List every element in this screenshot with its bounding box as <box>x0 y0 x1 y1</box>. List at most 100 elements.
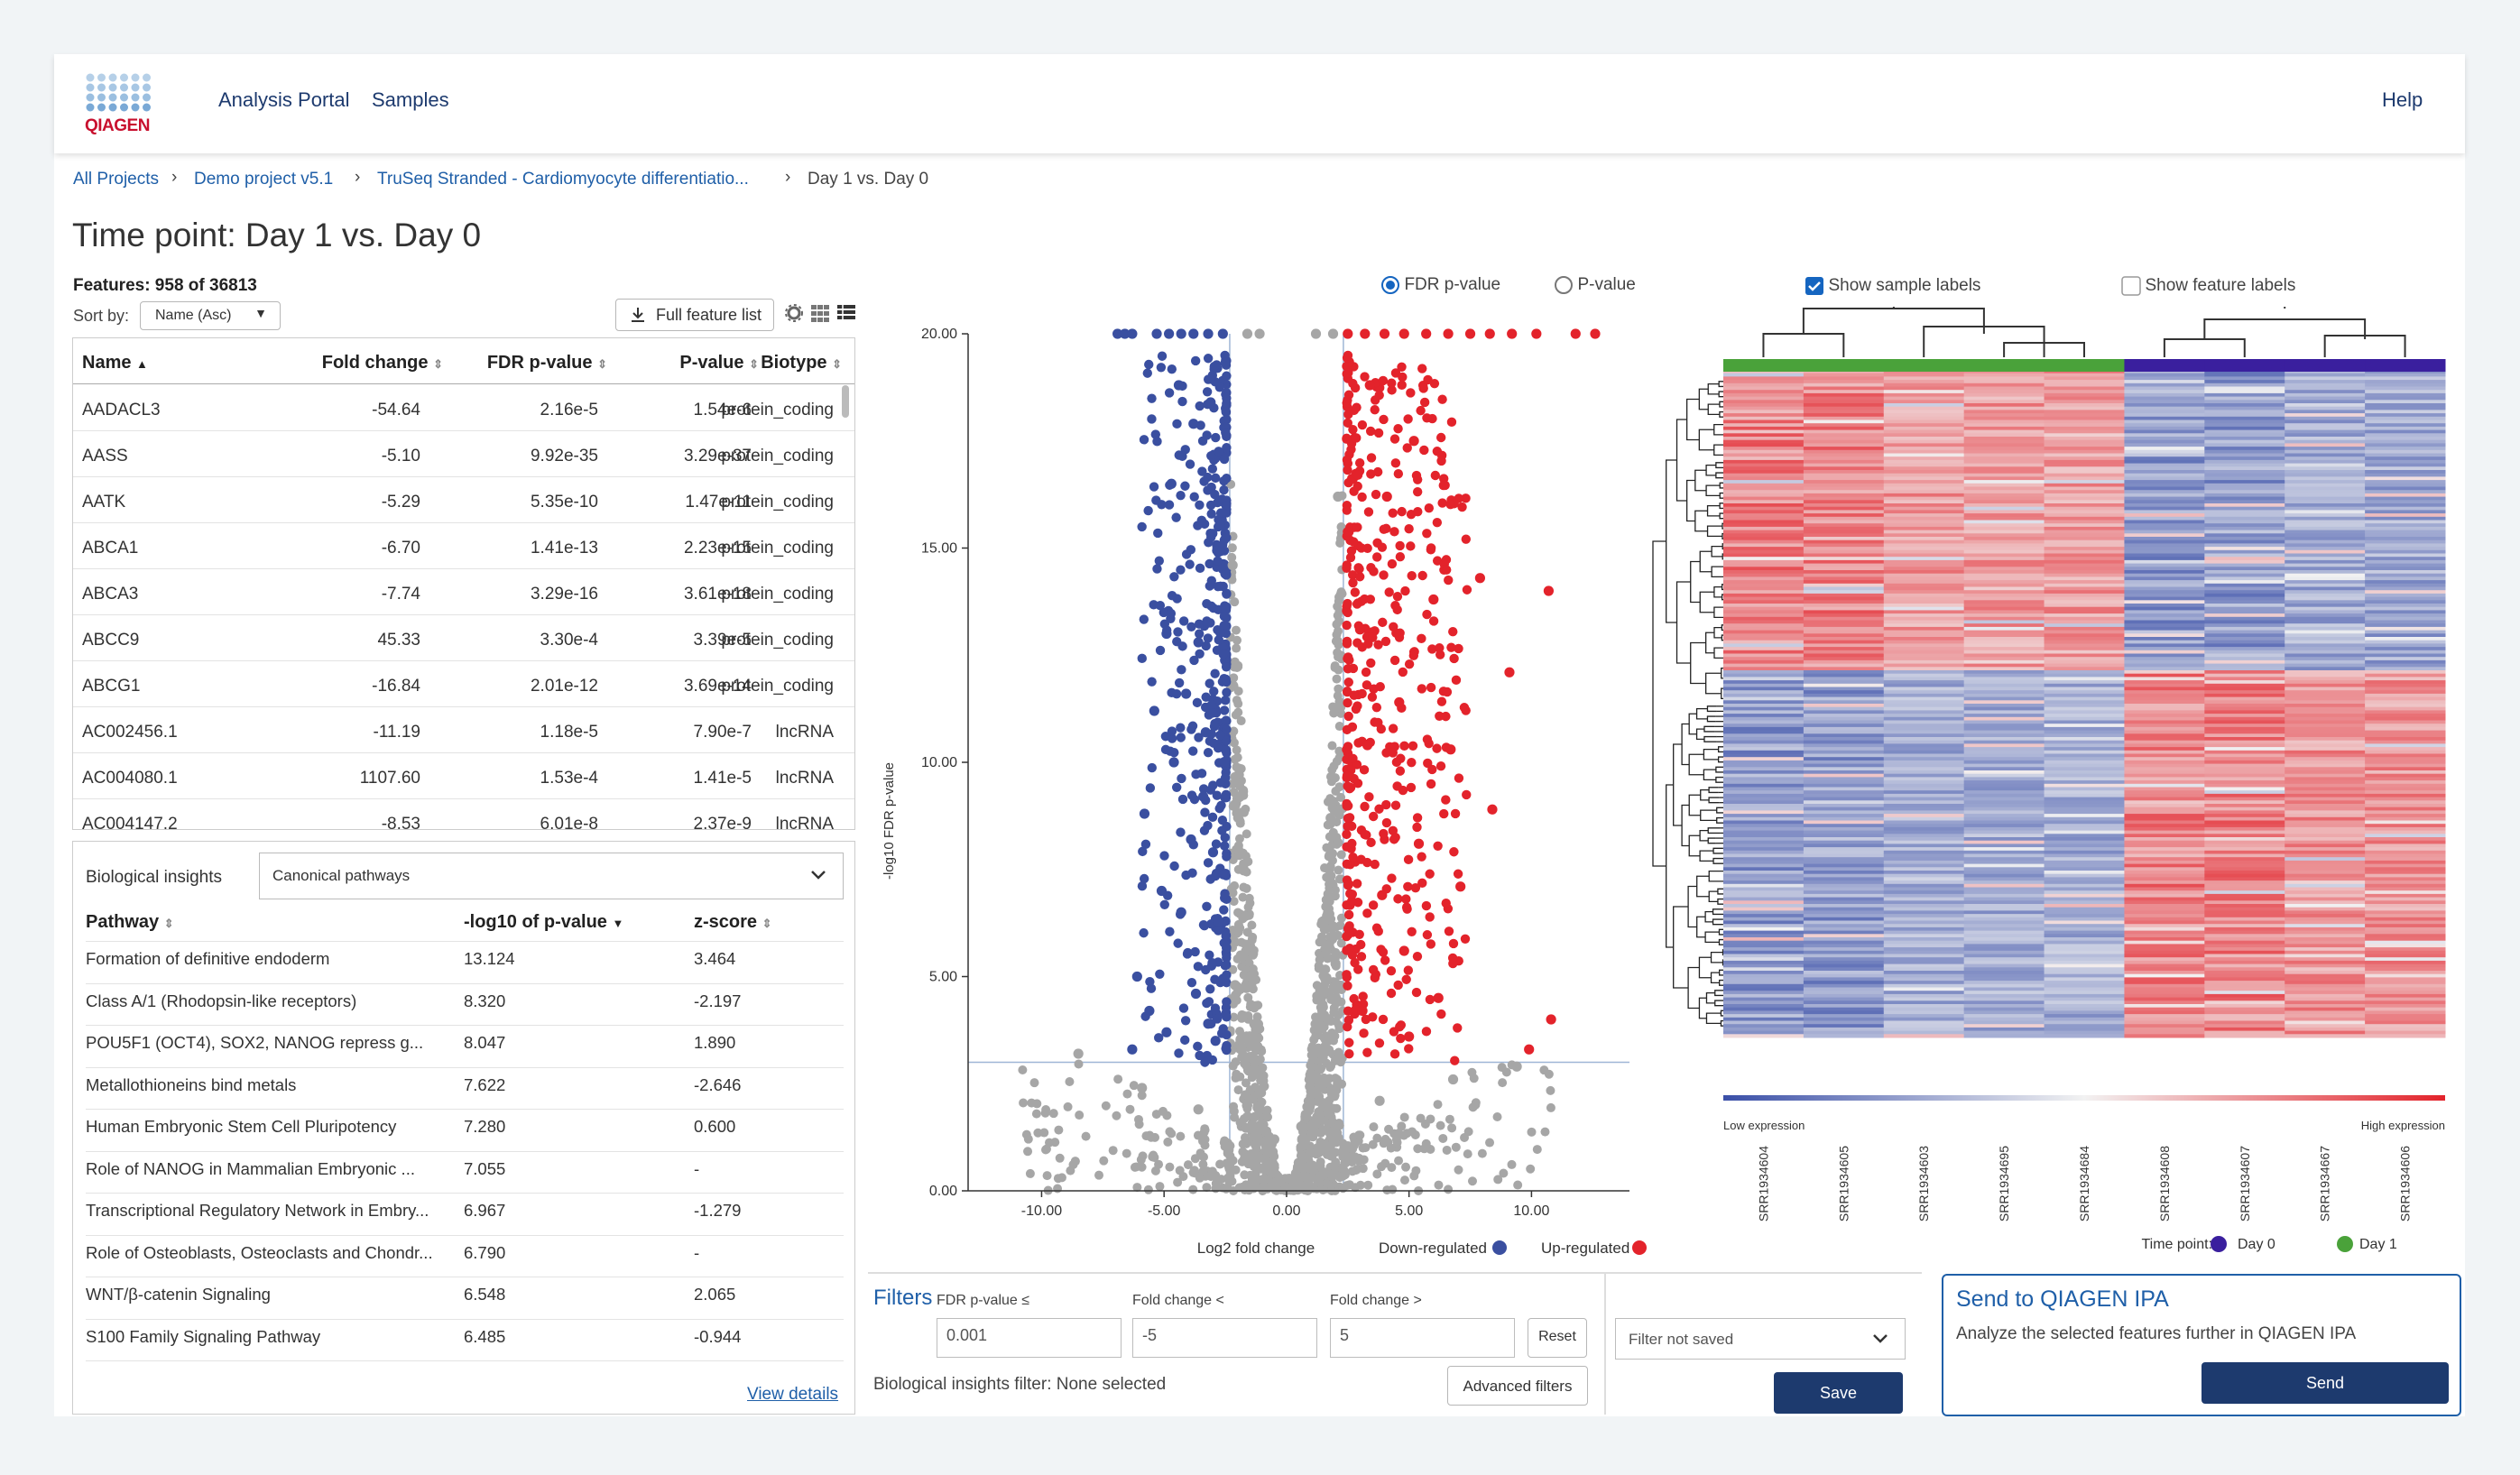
heatmap-cell <box>2044 753 2125 758</box>
heatmap-cell <box>1723 667 1805 671</box>
up-point <box>1344 944 1355 954</box>
breadcrumb-experiment[interactable]: TruSeq Stranded - Cardiomyocyte differen… <box>377 170 749 189</box>
heatmap-cell <box>1723 926 1805 932</box>
col-fdr[interactable]: FDR p-value ⇕ <box>452 353 607 373</box>
breadcrumb-all-projects[interactable]: All Projects <box>73 170 160 189</box>
heatmap-cell <box>1963 981 2045 985</box>
heatmap-cell <box>2124 800 2205 805</box>
sort-dropdown[interactable]: Name (Asc) ▼ <box>140 301 281 330</box>
up-point <box>1484 328 1495 339</box>
heatmap-cell <box>2365 797 2446 801</box>
heatmap-cell <box>1803 473 1885 477</box>
table-view-icon[interactable] <box>835 302 857 324</box>
reset-button[interactable]: Reset <box>1528 1318 1587 1358</box>
ns-point <box>1334 665 1343 675</box>
down-point <box>1196 515 1207 525</box>
col-pathway[interactable]: Pathway ⇕ <box>86 912 174 933</box>
ns-point <box>1241 852 1251 862</box>
heatmap-cell <box>2204 500 2285 504</box>
heatmap-cell <box>2124 490 2205 494</box>
heatmap-cell <box>2124 700 2205 705</box>
heatmap-cell <box>1803 814 1885 818</box>
down-point <box>1202 387 1213 397</box>
heatmap-cell <box>2365 553 2446 558</box>
fc-lt-input[interactable]: -5 <box>1132 1318 1317 1358</box>
down-point <box>1205 984 1215 994</box>
heatmap-cell <box>2204 429 2285 434</box>
heatmap-cell <box>1963 466 2045 471</box>
heatmap-cell <box>2204 837 2285 842</box>
nav-analysis-portal[interactable]: Analysis Portal <box>218 88 350 111</box>
col-biotype[interactable]: Biotype ⇕ <box>741 353 842 373</box>
heatmap-cell <box>1963 520 2045 524</box>
col-pvalue-label: P-value <box>679 353 744 373</box>
heatmap-cell <box>2285 787 2366 791</box>
saved-filter-dropdown[interactable]: Filter not saved <box>1615 1318 1906 1360</box>
heatmap-cell <box>2044 1004 2125 1009</box>
heatmap-cell <box>2285 981 2366 985</box>
ns-point <box>1501 1067 1511 1077</box>
down-point <box>1195 401 1205 411</box>
up-point <box>1366 837 1376 848</box>
up-point <box>1441 899 1451 908</box>
ns-point <box>1269 1134 1279 1145</box>
col-fold-change[interactable]: Fold change ⇕ <box>235 353 443 373</box>
col-zscore[interactable]: z-score ⇕ <box>694 912 772 933</box>
heatmap-cell <box>1723 513 1805 518</box>
heatmap-cell <box>2285 630 2366 634</box>
breadcrumb-project[interactable]: Demo project v5.1 <box>194 170 334 189</box>
up-point <box>1356 952 1367 962</box>
col-name[interactable]: Name ▲ <box>82 353 148 373</box>
heatmap-cell <box>2285 890 2366 895</box>
up-point <box>1442 687 1453 697</box>
ns-point <box>1165 1162 1175 1172</box>
heatmap-cell <box>2285 820 2366 825</box>
heatmap-cell <box>2285 814 2366 818</box>
table-scrollbar[interactable] <box>842 385 849 418</box>
up-point <box>1363 507 1374 517</box>
heatmap-cell <box>1723 677 1805 681</box>
ns-point <box>1112 1111 1122 1120</box>
insights-dropdown[interactable]: Canonical pathways <box>259 853 844 899</box>
heatmap-cell <box>2285 520 2366 524</box>
qiagen-logo[interactable]: QIAGEN <box>85 72 153 135</box>
heatmap-cell <box>2124 403 2205 408</box>
settings-icon[interactable] <box>783 302 805 324</box>
nav-help[interactable]: Help <box>2382 88 2423 111</box>
heatmap-cell <box>1883 1034 1965 1038</box>
heatmap-cell <box>1803 539 1885 544</box>
sort-label: Sort by: <box>73 307 130 325</box>
radio-pvalue[interactable]: P-value <box>1554 275 1636 295</box>
bio-filter-status: Biological insights filter: None selecte… <box>873 1375 1167 1394</box>
fc-gt-input[interactable]: 5 <box>1330 1318 1515 1358</box>
logo-dot <box>86 73 95 82</box>
heatmap-cell <box>2365 924 2446 928</box>
heatmap-cell <box>1803 633 1885 638</box>
view-details-link[interactable]: View details <box>747 1385 839 1404</box>
heatmap-cell <box>1723 400 1805 404</box>
ns-point <box>1242 927 1252 937</box>
heatmap-cell <box>1883 640 1965 644</box>
send-button[interactable]: Send <box>2202 1362 2449 1404</box>
ns-point <box>1363 1180 1373 1190</box>
ns-point <box>1442 1145 1452 1155</box>
advanced-filters-button[interactable]: Advanced filters <box>1447 1366 1588 1406</box>
heatmap-cell <box>2204 616 2285 621</box>
heatmap-cell <box>2285 586 2366 591</box>
heatmap-cell <box>1803 914 1885 918</box>
show-feature-labels-toggle[interactable]: Show feature labels <box>2121 276 2295 296</box>
col-log10[interactable]: -log10 of p-value ▼ <box>464 912 623 933</box>
nav-samples[interactable]: Samples <box>372 88 449 111</box>
heatmap-cell <box>2365 940 2446 945</box>
fdr-filter-input[interactable]: 0.001 <box>937 1318 1122 1358</box>
heatmap-cell <box>2204 834 2285 838</box>
show-sample-labels-toggle[interactable]: Show sample labels <box>1805 276 1980 296</box>
heatmap-cell <box>2365 530 2446 534</box>
col-pvalue[interactable]: P-value ⇕ <box>614 353 759 373</box>
radio-fdr[interactable]: FDR p-value <box>1380 275 1500 295</box>
heatmap-cell <box>2365 977 2446 982</box>
heatmap-cell <box>1963 934 2045 938</box>
grid-view-icon[interactable] <box>809 302 831 324</box>
full-feature-list-button[interactable]: Full feature list <box>615 299 774 331</box>
save-filter-button[interactable]: Save <box>1774 1372 1903 1414</box>
